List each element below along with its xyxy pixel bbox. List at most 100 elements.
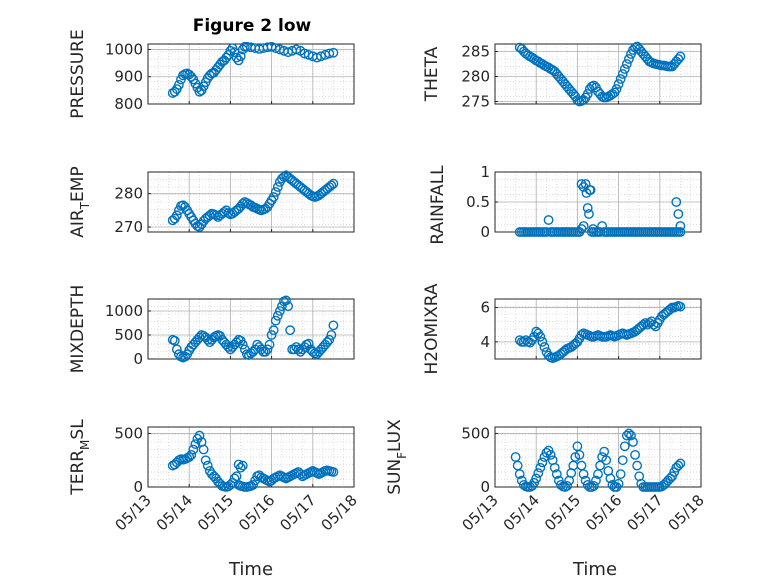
data-point-sun_flux	[673, 460, 684, 471]
y-tick-label: 0	[133, 350, 143, 368]
x-tick-label: 05/16	[582, 491, 625, 534]
x-tick-label: 05/13	[459, 491, 502, 534]
x-tick-label: 05/16	[235, 491, 278, 534]
data-point-mixdepth	[260, 346, 271, 357]
data-point-mixdepth	[264, 339, 275, 350]
ylabel-terr-msl-main: TERR	[68, 450, 88, 496]
data-point-mixdepth	[285, 325, 296, 336]
y-tick-label: 1	[480, 163, 490, 181]
data-point-air_temp	[270, 187, 281, 197]
data-point-mixdepth	[328, 320, 339, 331]
data-point-sun_flux	[545, 449, 556, 460]
data-point-pressure	[225, 45, 236, 56]
data-point-mixdepth	[266, 330, 277, 340]
data-point-terr_msl	[235, 462, 246, 473]
data-point-mixdepth	[326, 330, 337, 340]
ylabel-h2omixra: H2OMIXRA	[422, 283, 442, 374]
y-tick-label: 1000	[105, 40, 143, 58]
data-point-sun_flux	[514, 469, 525, 480]
data-point-sun_flux	[531, 473, 542, 484]
data-point-mixdepth	[223, 342, 234, 352]
data-point-h2omixra	[539, 342, 550, 352]
data-point-rainfall	[582, 203, 593, 213]
data-point-pressure	[235, 51, 246, 62]
data-point-rainfall	[576, 224, 587, 234]
ylabel-sun-flux-main: SUN	[385, 459, 405, 495]
data-point-sun_flux	[535, 462, 546, 473]
y-tick-label: 0	[133, 478, 143, 496]
x-tick-label: 05/17	[276, 491, 319, 534]
data-point-theta	[675, 51, 686, 62]
x-tick-label: 05/15	[194, 491, 237, 534]
ylabel-sun-flux: SUNFLUX	[385, 419, 409, 495]
data-point-terr_msl	[328, 467, 339, 477]
y-tick-label: 285	[461, 43, 490, 61]
data-point-sun_flux	[537, 457, 548, 468]
ylabel-air-temp: AIRTEMP	[68, 166, 92, 237]
ylabel-theta: THETA	[422, 46, 442, 102]
y-tick-label: 500	[461, 424, 490, 442]
x-tick-label: 05/14	[153, 491, 196, 534]
data-point-mixdepth	[322, 337, 333, 348]
data-point-sun_flux	[675, 458, 686, 469]
data-point-terr_msl	[194, 430, 205, 441]
data-point-air_temp	[211, 210, 221, 221]
y-tick-label: 280	[461, 68, 490, 86]
data-point-theta	[613, 79, 624, 89]
xlabel-right: Time	[572, 559, 617, 580]
data-point-mixdepth	[274, 306, 285, 316]
data-point-theta	[582, 89, 593, 99]
data-point-terr_msl	[200, 455, 211, 466]
data-point-sun_flux	[568, 460, 579, 471]
ylabel-terr-msl-sub: M	[78, 440, 92, 450]
data-point-sun_flux	[605, 473, 616, 484]
ylabel-terr-msl: TERRMSL	[68, 419, 92, 496]
x-tick-label: 05/14	[500, 491, 543, 534]
data-point-mixdepth	[283, 301, 293, 312]
data-point-terr_msl	[188, 444, 199, 455]
x-tick-label: 05/17	[623, 491, 666, 534]
data-point-rainfall	[673, 209, 684, 219]
data-point-theta	[673, 54, 684, 64]
data-point-air_temp	[328, 178, 339, 189]
data-point-mixdepth	[272, 310, 283, 321]
data-point-sun_flux	[549, 462, 560, 473]
data-point-mixdepth	[281, 295, 291, 306]
y-tick-label: 900	[114, 68, 143, 86]
data-point-sun_flux	[613, 478, 624, 489]
data-point-terr_msl	[184, 452, 195, 462]
data-point-pressure	[231, 52, 242, 63]
data-point-sun_flux	[588, 481, 599, 491]
data-point-h2omixra	[638, 319, 649, 330]
x-tick-label: 05/13	[112, 491, 155, 534]
data-point-sun_flux	[576, 460, 587, 471]
data-point-terr_msl	[231, 471, 242, 482]
data-point-terr_msl	[186, 449, 197, 460]
data-point-terr_msl	[190, 439, 201, 450]
data-point-sun_flux	[626, 430, 636, 441]
y-tick-label: 0.5	[466, 193, 490, 211]
data-point-theta	[619, 64, 630, 74]
data-point-sun_flux	[591, 475, 601, 486]
data-point-rainfall	[578, 221, 589, 231]
data-point-theta	[617, 69, 628, 79]
data-point-mixdepth	[303, 338, 314, 349]
data-point-sun_flux	[632, 460, 643, 471]
data-point-sun_flux	[628, 437, 638, 447]
data-point-h2omixra	[535, 331, 546, 342]
y-tick-label: 500	[114, 424, 143, 442]
data-point-sun_flux	[533, 468, 544, 478]
data-point-sun_flux	[551, 469, 562, 480]
data-point-sun_flux	[630, 449, 640, 460]
data-point-air_temp	[326, 180, 337, 191]
y-tick-label: 0	[480, 223, 490, 241]
ylabel-pressure: PRESSURE	[68, 29, 88, 118]
data-point-sun_flux	[562, 481, 572, 491]
data-point-mixdepth	[237, 339, 248, 350]
panel-h2omixra: 4 6 H2OMIXRA	[422, 283, 702, 375]
y-tick-label: 275	[461, 93, 490, 111]
data-point-rainfall	[585, 185, 596, 195]
ylabel-sun-flux-rest: LUX	[385, 419, 405, 452]
data-point-air_temp	[279, 172, 289, 182]
